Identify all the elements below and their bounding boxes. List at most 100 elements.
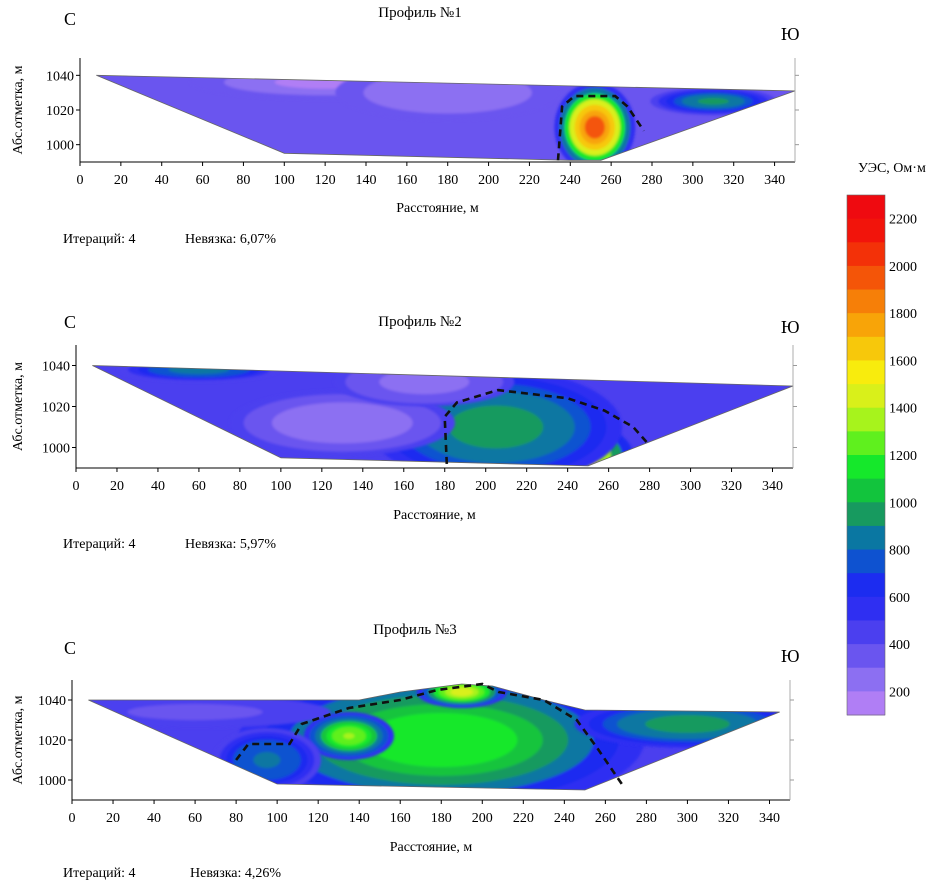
contour-band [412, 378, 436, 385]
colorbar-frame [846, 194, 886, 716]
colorbar-tick-label: 1400 [889, 402, 917, 417]
x-tick-label: 120 [315, 173, 336, 188]
colorbar-band [847, 573, 885, 598]
x-tick-label: 340 [762, 479, 783, 494]
y-tick-label: 1040 [42, 360, 70, 375]
x-tick-label: 320 [723, 173, 744, 188]
contour-band [456, 690, 468, 694]
x-tick-label: 140 [349, 811, 370, 826]
x-tick-label: 180 [434, 479, 455, 494]
x-axis-label: Расстояние, м [390, 840, 473, 855]
x-tick-label: 280 [636, 811, 657, 826]
colorbar-tick-label: 1000 [889, 496, 917, 511]
x-tick-label: 320 [718, 811, 739, 826]
colorbar-band [847, 620, 885, 645]
x-tick-label: 220 [519, 173, 540, 188]
x-tick-label: 300 [682, 173, 703, 188]
x-tick-label: 100 [274, 173, 295, 188]
contour-band [673, 721, 702, 727]
colorbar-tick-label: 2000 [889, 260, 917, 275]
contour-band [415, 731, 467, 749]
x-tick-label: 260 [595, 811, 616, 826]
x-tick-label: 200 [478, 173, 499, 188]
x-tick-label: 100 [270, 479, 291, 494]
x-tick-label: 120 [308, 811, 329, 826]
x-tick-label: 240 [554, 811, 575, 826]
anomaly-2 [238, 684, 645, 790]
x-tick-label: 280 [639, 479, 660, 494]
colorbar-band [847, 407, 885, 432]
y-axis-label: Абс.отметка, м [11, 65, 26, 154]
y-tick-label: 1020 [42, 401, 70, 416]
anomaly-7 [88, 696, 331, 728]
south-label: Ю [781, 24, 800, 44]
profile-panel-1: 0 20 40 60 80 100 120 140 160 180 200 220 240 260 280 3… [11, 5, 800, 247]
anomaly-boundary [443, 388, 651, 464]
colorbar-band [847, 242, 885, 267]
misfit-note: Невязка: 4,26% [190, 866, 281, 881]
x-axis-label: Расстояние, м [396, 201, 479, 216]
contour-band [433, 89, 462, 97]
x-tick-label: 80 [233, 479, 247, 494]
y-tick-label: 1040 [46, 69, 74, 84]
anomaly-6 [212, 728, 322, 790]
profile-panel-3: 0 20 40 60 80 100 120 140 160 180 200 220 240 260 280 3… [11, 622, 800, 881]
x-tick-label: 200 [475, 479, 496, 494]
x-tick-label: 220 [516, 479, 537, 494]
contour-band [705, 99, 722, 104]
contour-band [328, 418, 357, 427]
resistivity-field [88, 684, 780, 790]
north-label: С [64, 312, 76, 332]
x-tick-label: 100 [267, 811, 288, 826]
iterations-note: Итераций: 4 [63, 866, 136, 881]
panel-title: Профиль №1 [378, 5, 461, 21]
x-tick-label: 80 [229, 811, 243, 826]
resistivity-field [96, 75, 795, 161]
y-tick-label: 1000 [46, 139, 74, 154]
x-tick-label: 40 [151, 479, 165, 494]
north-label: С [64, 638, 76, 658]
colorbar-band [847, 384, 885, 409]
x-tick-label: 260 [601, 173, 622, 188]
colorbar: 200 400 600 800 1000 1200 1400 1600 1800 2000 2200… [846, 161, 926, 716]
x-tick-label: 0 [69, 811, 76, 826]
x-tick-label: 240 [557, 479, 578, 494]
colorbar-tick-label: 600 [889, 591, 910, 606]
x-tick-label: 160 [390, 811, 411, 826]
colorbar-band [847, 218, 885, 243]
colorbar-band [847, 596, 885, 621]
colorbar-band [847, 289, 885, 314]
anomaly-5 [334, 365, 515, 407]
section-outline [88, 683, 780, 791]
x-tick-label: 160 [396, 173, 417, 188]
x-axis-label: Расстояние, м [393, 508, 476, 523]
iterations-note: Итераций: 4 [63, 537, 136, 552]
y-tick-label: 1040 [38, 694, 66, 709]
x-tick-label: 280 [642, 173, 663, 188]
x-tick-label: 120 [311, 479, 332, 494]
x-tick-label: 20 [106, 811, 120, 826]
x-tick-label: 40 [147, 811, 161, 826]
anomaly-boundary [235, 682, 623, 785]
colorbar-band [847, 360, 885, 385]
colorbar-band [847, 455, 885, 480]
x-tick-label: 20 [110, 479, 124, 494]
x-tick-label: 60 [188, 811, 202, 826]
x-tick-label: 140 [356, 173, 377, 188]
x-tick-label: 160 [393, 479, 414, 494]
colorbar-band [847, 336, 885, 361]
x-tick-label: 260 [598, 479, 619, 494]
colorbar-band [847, 691, 885, 716]
contour-band [178, 710, 213, 714]
x-tick-label: 240 [560, 173, 581, 188]
colorbar-tick-label: 800 [889, 544, 910, 559]
x-tick-label: 40 [155, 173, 169, 188]
colorbar-band [847, 431, 885, 456]
section-outline [92, 365, 794, 467]
x-tick-label: 200 [472, 811, 493, 826]
anomaly-5 [335, 75, 561, 121]
x-tick-label: 140 [352, 479, 373, 494]
contour-band [480, 419, 512, 435]
colorbar-band [847, 549, 885, 574]
colorbar-tick-label: 1800 [889, 307, 917, 322]
